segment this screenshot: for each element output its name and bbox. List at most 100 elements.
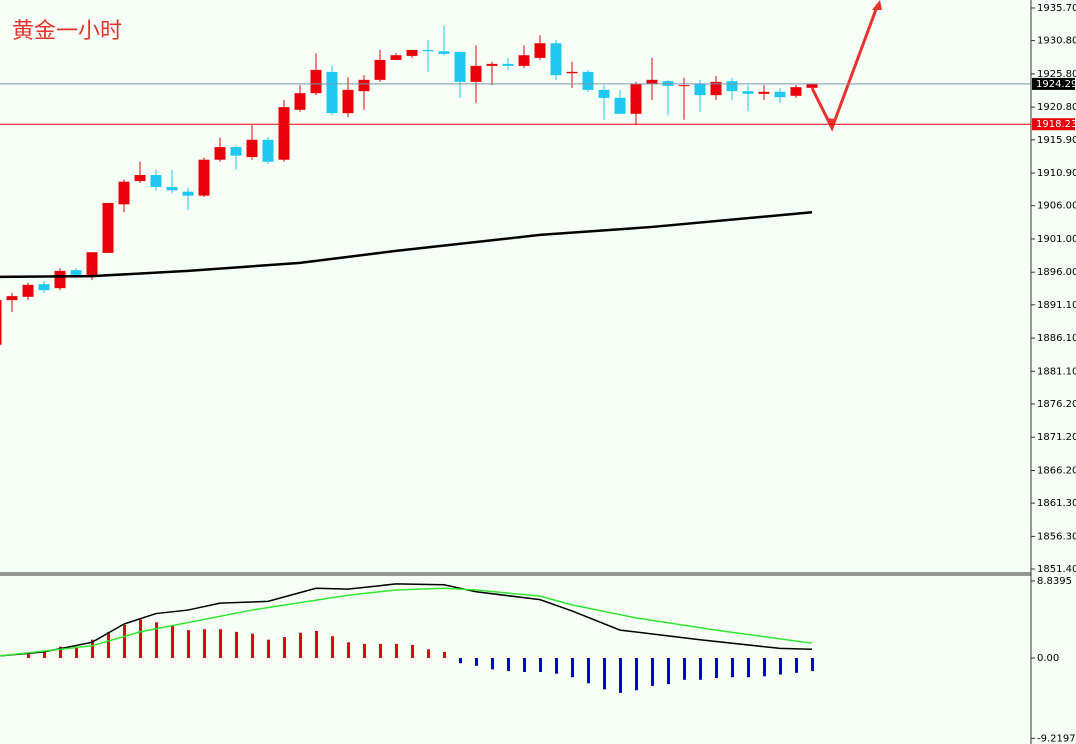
histogram-bar xyxy=(411,644,414,658)
y-tick-label: 1915.90 xyxy=(1037,135,1076,146)
candle-body xyxy=(598,89,610,98)
candle-body xyxy=(54,270,66,289)
histogram-bar xyxy=(715,657,718,679)
histogram-bar xyxy=(267,639,270,658)
histogram-bar xyxy=(75,646,78,658)
histogram-bar xyxy=(795,657,798,673)
histogram-bar xyxy=(555,657,558,674)
candle-body xyxy=(38,284,50,291)
histogram-bar xyxy=(187,630,190,658)
arrow-head xyxy=(872,0,882,10)
histogram-bar xyxy=(507,657,510,672)
candle-body xyxy=(630,83,642,114)
y-tick-label: 1925.80 xyxy=(1037,69,1076,80)
candle-body xyxy=(342,89,354,114)
candle-body xyxy=(246,139,258,158)
y-tick-label: 1901.00 xyxy=(1037,234,1076,245)
histogram-bar xyxy=(395,644,398,658)
histogram-bar xyxy=(651,657,654,686)
y-tick-label: 1851.40 xyxy=(1037,564,1076,575)
histogram-bar xyxy=(363,644,366,658)
histogram-bar xyxy=(107,631,110,658)
candle-body xyxy=(150,175,162,188)
histogram-bar xyxy=(475,657,478,666)
plot-area xyxy=(0,25,818,693)
moving-average-line xyxy=(0,211,813,279)
histogram-bar xyxy=(635,657,638,691)
candle-body xyxy=(310,69,322,94)
candle-body xyxy=(806,83,818,88)
candle-body xyxy=(214,147,226,160)
candle-body xyxy=(422,49,434,52)
histogram-bar xyxy=(347,642,350,658)
histogram-bar xyxy=(27,652,30,658)
candle-body xyxy=(486,63,498,66)
y-tick-label: 1906.00 xyxy=(1037,201,1076,212)
candle-body xyxy=(86,252,98,277)
histogram-bar xyxy=(123,624,126,658)
candle-body xyxy=(294,93,306,110)
histogram-bar xyxy=(171,625,174,658)
candle-body xyxy=(774,91,786,98)
y-tick-label: 1856.30 xyxy=(1037,531,1076,542)
candle-body xyxy=(22,284,34,297)
histogram-bar xyxy=(747,657,750,678)
histogram-bar xyxy=(587,657,590,684)
candle-body xyxy=(582,71,594,90)
candle-body xyxy=(118,181,130,205)
price-label-box xyxy=(1032,77,1075,90)
candle-body xyxy=(198,159,210,196)
histogram-bar xyxy=(491,657,494,670)
candle-body xyxy=(166,187,178,191)
histogram-bar xyxy=(571,657,574,678)
price-label: 1924.29 xyxy=(1036,79,1076,90)
forecast-arrow xyxy=(810,3,880,132)
histogram-bar xyxy=(219,629,222,658)
candle-body xyxy=(710,81,722,96)
candle-body xyxy=(742,91,754,94)
macd-line xyxy=(0,583,813,657)
y-tick-label: -9.2197 xyxy=(1037,733,1076,744)
histogram-bar xyxy=(59,646,62,658)
candle-body xyxy=(566,71,578,74)
histogram-bar xyxy=(427,649,430,658)
candle-body xyxy=(390,55,402,60)
y-tick-label: 8.8395 xyxy=(1037,576,1072,587)
y-tick-label: 1896.00 xyxy=(1037,267,1076,278)
histogram-bar xyxy=(91,639,94,658)
y-tick-label: 1866.20 xyxy=(1037,466,1076,477)
candle-body xyxy=(438,51,450,54)
candle-body xyxy=(726,81,738,92)
histogram-bar xyxy=(283,637,286,658)
candle-body xyxy=(134,175,146,182)
histogram-bar xyxy=(155,622,158,658)
candle-body xyxy=(262,139,274,162)
y-tick-label: 1881.10 xyxy=(1037,366,1076,377)
candle-body xyxy=(102,202,114,253)
histogram-bar xyxy=(603,657,606,690)
y-tick-label: 1910.90 xyxy=(1037,168,1076,179)
candle-body xyxy=(278,107,290,160)
y-tick-label: 0.00 xyxy=(1037,653,1059,664)
histogram-bar xyxy=(763,657,766,677)
histogram-bar xyxy=(43,651,46,658)
candle-body xyxy=(502,63,514,66)
candle-body xyxy=(454,51,466,82)
candle-body xyxy=(70,270,82,275)
histogram-bar xyxy=(811,657,814,672)
chart-title: 黄金一小时 xyxy=(12,19,122,44)
candle-body xyxy=(790,87,802,96)
y-tick-label: 1886.10 xyxy=(1037,333,1076,344)
candle-body xyxy=(326,71,338,114)
candle-body xyxy=(6,296,18,301)
y-tick-label: 1871.20 xyxy=(1037,432,1076,443)
y-tick-label: 1935.70 xyxy=(1037,3,1076,14)
histogram-bar xyxy=(699,657,702,680)
histogram-bar xyxy=(235,631,238,658)
candle-body xyxy=(0,300,2,345)
histogram-bar xyxy=(139,619,142,658)
histogram-bar xyxy=(315,630,318,658)
y-tick-label: 1876.20 xyxy=(1037,399,1076,410)
histogram-bar xyxy=(331,636,334,658)
